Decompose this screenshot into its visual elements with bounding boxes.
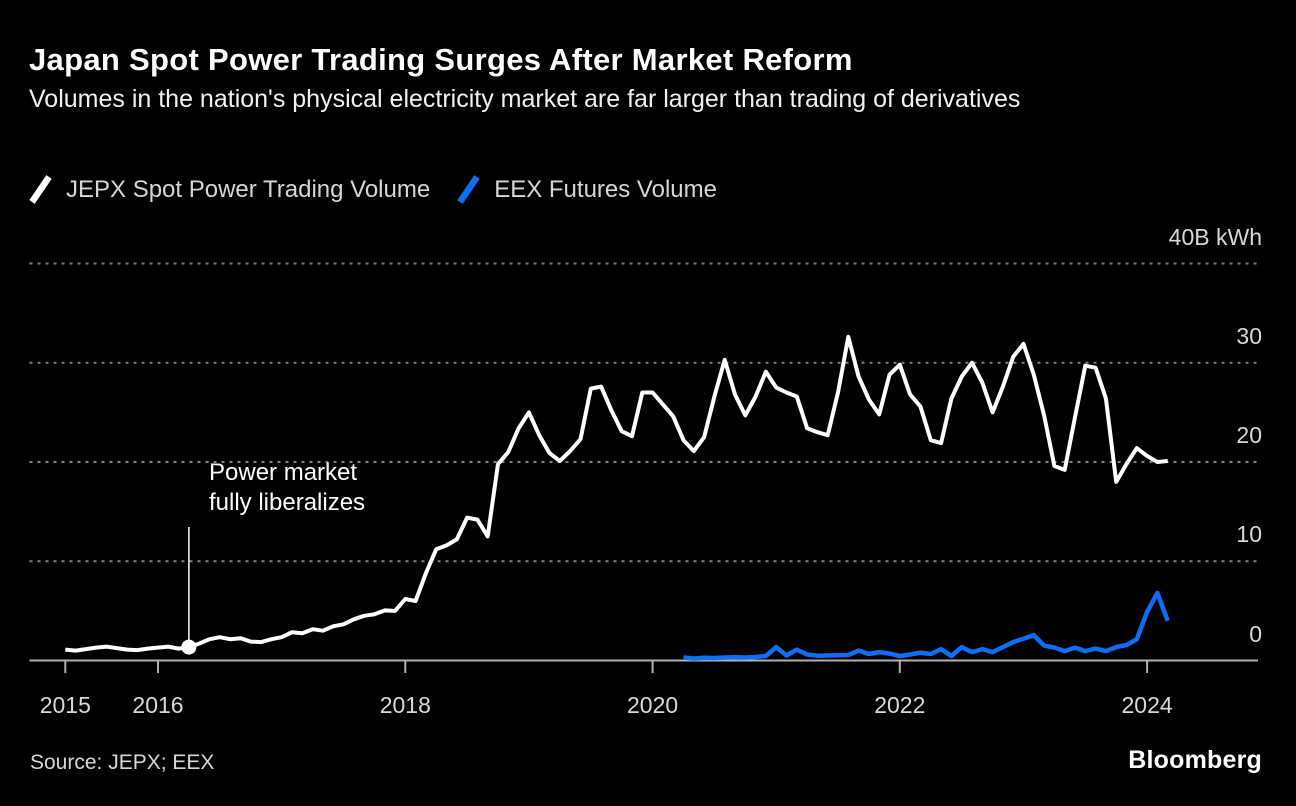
y-axis-label-20: 20 xyxy=(1236,422,1262,448)
source-credit: Source: JEPX; EEX xyxy=(30,751,215,774)
eex-futures-volume-line xyxy=(683,590,1170,661)
annotation-power-market: Power market fully liberalizes xyxy=(209,458,365,518)
legend-label-jepx: JEPX Spot Power Trading Volume xyxy=(66,176,431,203)
legend-item-eex: EEX Futures Volume xyxy=(456,174,717,206)
annotation-line-2: fully liberalizes xyxy=(209,489,366,516)
x-axis-label-2020: 2020 xyxy=(627,692,679,718)
legend-label-eex: EEX Futures Volume xyxy=(494,176,717,203)
x-axis-label-2015: 2015 xyxy=(39,692,91,718)
legend-item-jepx: JEPX Spot Power Trading Volume xyxy=(28,174,430,206)
x-axis-label-2024: 2024 xyxy=(1121,692,1173,718)
x-axis-label-2018: 2018 xyxy=(379,692,431,718)
chart-subtitle: Volumes in the nation's physical electri… xyxy=(29,85,1021,113)
y-axis-label-30: 30 xyxy=(1236,322,1262,349)
bloomberg-logo: Bloomberg xyxy=(1128,746,1262,774)
annotation-dot xyxy=(181,639,197,655)
jepx-spot-volume-line xyxy=(65,334,1168,653)
y-axis-label-0: 0 xyxy=(1249,620,1262,647)
y-axis-label-40-unit: 40B kWh xyxy=(1168,223,1262,250)
chart-legend: JEPX Spot Power Trading Volume EEX Futur… xyxy=(28,174,743,206)
annotation-line-1: Power market xyxy=(209,459,358,486)
eex-line-swatch-icon xyxy=(457,175,480,204)
x-axis-label-2022: 2022 xyxy=(874,692,926,718)
x-axis-label-2016: 2016 xyxy=(132,692,184,718)
jepx-line-swatch-icon xyxy=(29,175,52,204)
page-title: Japan Spot Power Trading Surges After Ma… xyxy=(29,42,853,77)
y-axis-label-10: 10 xyxy=(1236,521,1262,548)
